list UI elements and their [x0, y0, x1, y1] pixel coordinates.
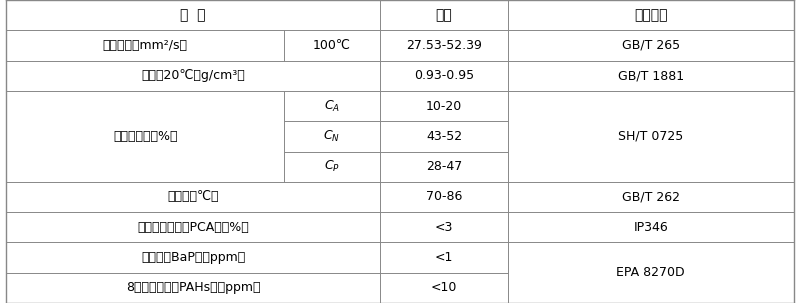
- Text: GB/T 1881: GB/T 1881: [618, 69, 684, 82]
- Text: <10: <10: [431, 281, 457, 294]
- Text: IP346: IP346: [634, 221, 668, 234]
- Text: EPA 8270D: EPA 8270D: [617, 266, 685, 279]
- Text: 70-86: 70-86: [426, 191, 462, 203]
- Text: 结果: 结果: [436, 8, 452, 22]
- Text: 多环芳烃含量（PCA）（%）: 多环芳烃含量（PCA）（%）: [138, 221, 249, 234]
- Text: 密度（20℃，g/cm³）: 密度（20℃，g/cm³）: [142, 69, 245, 82]
- Text: 10-20: 10-20: [426, 100, 462, 112]
- Text: $C_P$: $C_P$: [324, 159, 340, 174]
- Text: SH/T 0725: SH/T 0725: [618, 130, 683, 143]
- Text: 100℃: 100℃: [313, 39, 351, 52]
- Text: 检验方法: 检验方法: [634, 8, 667, 22]
- Text: 43-52: 43-52: [426, 130, 462, 143]
- Text: 苯胺点（℃）: 苯胺点（℃）: [167, 191, 219, 203]
- Text: <1: <1: [435, 251, 453, 264]
- Text: 0.93-0.95: 0.93-0.95: [414, 69, 474, 82]
- Text: 27.53-52.39: 27.53-52.39: [406, 39, 482, 52]
- Text: 结构族组成（%）: 结构族组成（%）: [113, 130, 178, 143]
- Text: 28-47: 28-47: [426, 160, 462, 173]
- Text: 8种稠环芳烃（PAHs）（ppm）: 8种稠环芳烃（PAHs）（ppm）: [126, 281, 261, 294]
- Text: 苯并芘（BaP）（ppm）: 苯并芘（BaP）（ppm）: [141, 251, 246, 264]
- Text: GB/T 265: GB/T 265: [622, 39, 680, 52]
- Text: 项  目: 项 目: [181, 8, 206, 22]
- Text: <3: <3: [435, 221, 453, 234]
- Text: GB/T 262: GB/T 262: [622, 191, 680, 203]
- Text: 运动粘度（mm²/s）: 运动粘度（mm²/s）: [102, 39, 188, 52]
- Text: $C_A$: $C_A$: [324, 98, 340, 114]
- Text: $C_N$: $C_N$: [323, 129, 341, 144]
